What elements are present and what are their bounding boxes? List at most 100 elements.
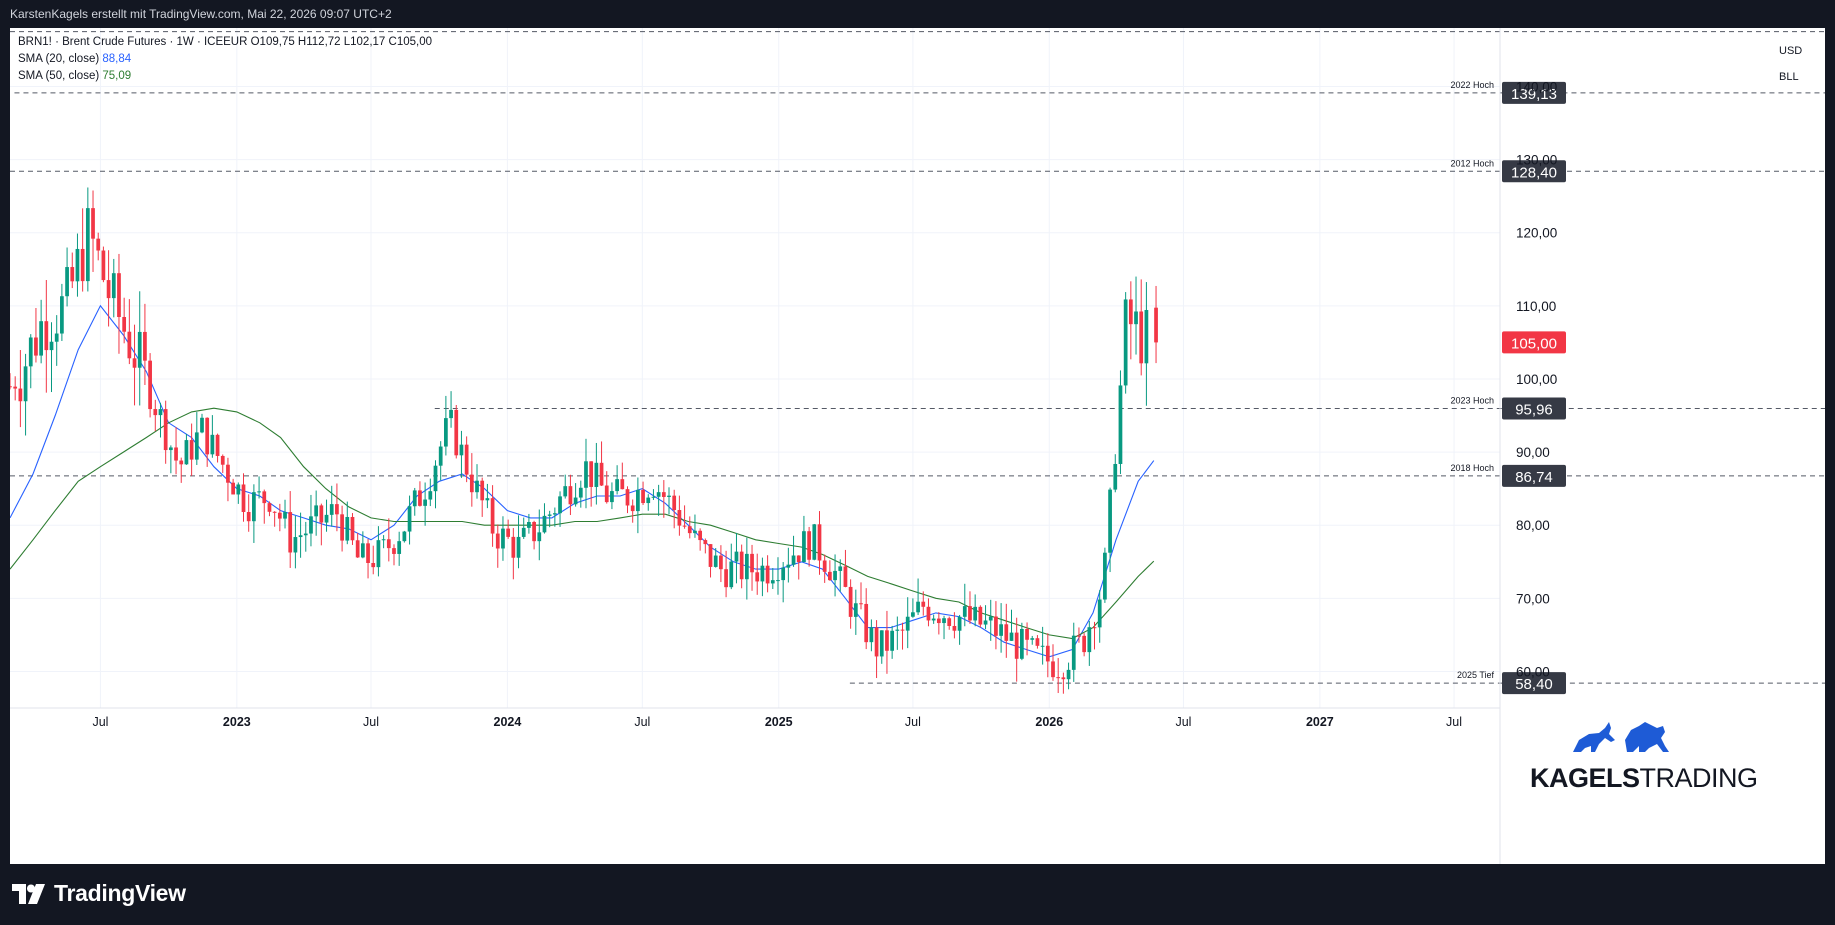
candle-body (853, 603, 858, 617)
candle-body (407, 506, 412, 532)
candle-body (983, 620, 988, 625)
candle-body (1134, 311, 1138, 325)
candle-body (729, 561, 734, 588)
candle-body (1045, 645, 1050, 662)
candle-body (80, 248, 85, 282)
candle-body (936, 618, 941, 624)
candle-body (615, 479, 619, 492)
level-price-label: 86,74 (1515, 469, 1553, 486)
candle-body (724, 569, 728, 588)
level-name-label: 2023 Hoch (1450, 396, 1494, 406)
price-chart[interactable]: 2008 Hoch 2022 Hoch 139,13 2012 Hoch 128,40 2… (10, 28, 1825, 864)
candle-body (708, 544, 713, 567)
candle-body (599, 462, 604, 486)
candle-body (49, 341, 54, 351)
candle-body (137, 331, 142, 368)
candle-body (765, 565, 770, 584)
candle-body (563, 486, 568, 497)
candle-body (397, 541, 402, 554)
level-name-label: 2025 Tief (1457, 670, 1495, 680)
candle-body (75, 248, 80, 282)
candle-body (127, 331, 132, 359)
candle-body (537, 532, 542, 542)
candle-body (23, 366, 28, 402)
candle-body (542, 515, 547, 533)
candle-body (578, 487, 583, 498)
candle-body (1035, 638, 1040, 646)
candle-body (822, 560, 827, 572)
candle-body (153, 409, 158, 416)
candle-body (869, 627, 874, 643)
price-scale-unit[interactable]: USD BLL (1779, 38, 1819, 90)
candle-body (91, 208, 95, 239)
candle-body (713, 555, 718, 567)
tradingview-logo[interactable]: TradingView (12, 880, 186, 907)
candle-body (34, 337, 38, 356)
candle-body (433, 465, 438, 492)
sma20-value: 88,84 (102, 53, 132, 65)
candle-body (1092, 627, 1097, 629)
candle-body (734, 551, 739, 562)
candle-body (423, 499, 427, 506)
candle-body (350, 516, 355, 541)
candle-body (952, 625, 957, 631)
candle-body (319, 505, 324, 523)
x-tick-label: 2023 (223, 715, 251, 729)
watermark-left: KAGELS (1530, 763, 1640, 793)
y-tick-label: 100,00 (1516, 372, 1557, 387)
candle-body (817, 524, 822, 561)
candle-body (781, 567, 786, 581)
candle-body (630, 505, 635, 512)
candle-body (158, 409, 163, 416)
candle-body (547, 514, 552, 516)
level-name-label: 2018 Hoch (1450, 463, 1494, 473)
candle-body (392, 548, 396, 554)
candle-body (1082, 635, 1087, 653)
candle-body (625, 489, 630, 506)
candle-body (70, 267, 75, 282)
candle-body (1066, 669, 1071, 680)
candle-body (355, 540, 360, 558)
candle-body (272, 511, 277, 513)
level-price-label: 95,96 (1515, 402, 1553, 419)
chart-frame[interactable]: 2008 Hoch 2022 Hoch 139,13 2012 Hoch 128,40 2… (10, 28, 1825, 864)
candle-body (661, 492, 666, 497)
candle-body (558, 496, 562, 514)
sma50-legend: SMA (50, close) 75,09 (18, 68, 432, 85)
candle-body (812, 524, 817, 560)
candle-body (10, 386, 12, 388)
candle-body (485, 498, 490, 501)
candle-body (755, 572, 760, 582)
candle-body (1077, 635, 1081, 637)
candle-body (1004, 624, 1009, 641)
candle-body (776, 580, 780, 582)
candle-body (750, 553, 754, 573)
candle-body (1014, 632, 1019, 659)
candle-body (584, 461, 588, 488)
candle-body (60, 296, 64, 334)
candle-body (324, 514, 329, 523)
candle-body (106, 280, 111, 299)
currency-label: USD (1779, 45, 1803, 57)
candle-body (194, 432, 199, 460)
candle-body (345, 516, 350, 541)
candle-body (682, 525, 687, 527)
candle-body (257, 491, 261, 493)
candle-body (122, 316, 127, 332)
candle-body (589, 461, 594, 487)
candle-body (651, 496, 656, 498)
candle-body (1030, 638, 1035, 640)
candle-body (293, 537, 298, 553)
candle-body (807, 531, 811, 560)
candle-body (475, 480, 479, 493)
x-tick-label: Jul (92, 715, 108, 729)
candle-body (495, 533, 500, 549)
level-price-box (1502, 672, 1566, 695)
candle-body (215, 434, 220, 456)
candle-body (298, 535, 303, 538)
candle-body (1097, 599, 1102, 628)
candle-body (1108, 489, 1112, 553)
candle-body (885, 630, 889, 651)
level-price-box (1502, 160, 1566, 183)
candle-body (1123, 299, 1128, 386)
